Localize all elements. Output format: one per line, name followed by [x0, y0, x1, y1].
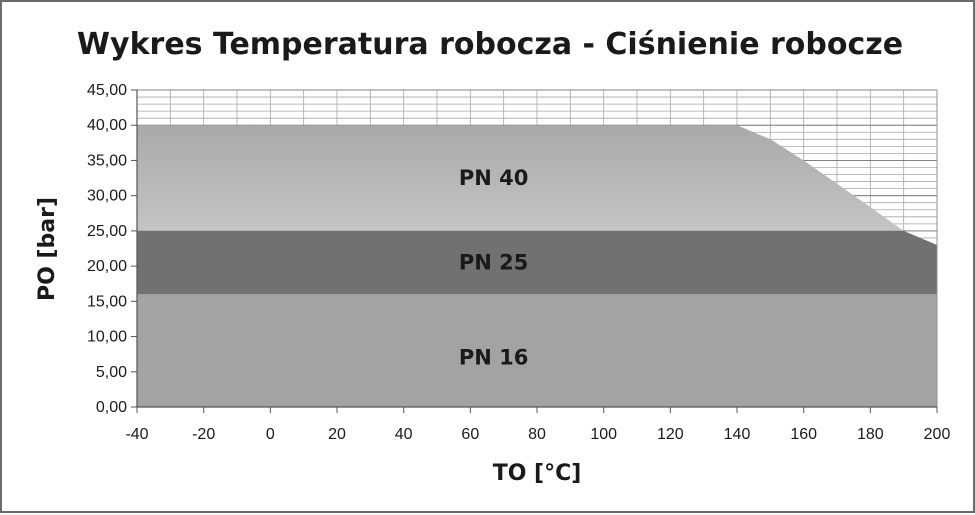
x-tick-label: 40 [395, 426, 413, 443]
y-tick-label: 5,00 [96, 364, 127, 381]
y-tick-label: 0,00 [96, 399, 127, 416]
axes: 0,00 5,00 10,00 15,00 20,00 25,00 30,00 35,00 40… [87, 82, 950, 443]
y-tick-label: 40,00 [87, 117, 127, 134]
series-area-pn-40 [137, 125, 937, 245]
y-tick-label: 10,00 [87, 329, 127, 346]
x-tick-label: 0 [266, 426, 275, 443]
x-tick-label: 100 [590, 426, 617, 443]
y-tick-label: 25,00 [87, 223, 127, 240]
series-areas [137, 125, 937, 407]
x-tick-label: -40 [125, 426, 148, 443]
chart-title: Wykres Temperatura robocza - Ciśnienie r… [77, 27, 903, 62]
x-tick-label: 60 [461, 426, 479, 443]
x-axis-title: TO [°C] [493, 461, 582, 486]
x-tick-label: 200 [924, 426, 951, 443]
x-tick-label: 120 [657, 426, 684, 443]
x-tick-label: 140 [724, 426, 751, 443]
x-tick-label: 180 [857, 426, 884, 443]
series-label-pn-40: PN 40 [459, 166, 529, 190]
series-area-pn-25 [137, 230, 937, 295]
y-tick-label: 35,00 [87, 152, 127, 169]
x-tick-label: 20 [328, 426, 346, 443]
x-tick-label: -20 [192, 426, 215, 443]
series-label-pn-25: PN 25 [459, 251, 529, 275]
series-label-pn-16: PN 16 [459, 346, 529, 370]
x-tick-label: 80 [528, 426, 546, 443]
y-tick-label: 20,00 [87, 258, 127, 275]
series-area-pn-16 [137, 294, 937, 407]
y-tick-label: 15,00 [87, 293, 127, 310]
y-tick-label: 45,00 [87, 82, 127, 99]
y-axis-title: PO [bar] [35, 197, 60, 301]
x-tick-label: 160 [790, 426, 817, 443]
series-labels: PN 40 PN 25 PN 16 [459, 166, 529, 370]
y-tick-label: 30,00 [87, 188, 127, 205]
